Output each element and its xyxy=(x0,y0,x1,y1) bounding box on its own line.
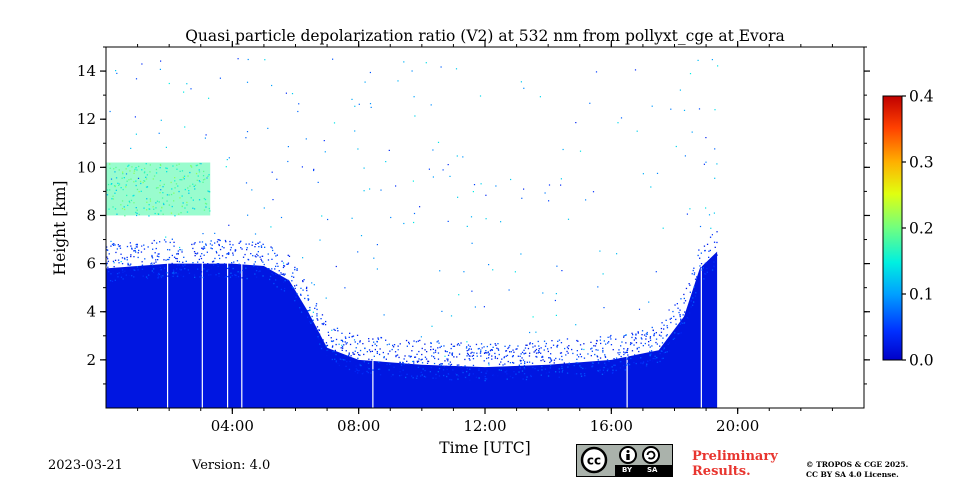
by-label: BY xyxy=(622,466,633,474)
cc-license-badge: cc BY SA xyxy=(576,444,673,477)
colorbar-tick-label: 0.4 xyxy=(909,88,934,106)
colorbar-tick-label: 0.3 xyxy=(909,154,934,172)
noise-speckle xyxy=(106,58,719,382)
colorbar-tick-label: 0.1 xyxy=(909,286,934,304)
colorbar-tick-label: 0.2 xyxy=(909,220,934,238)
aerosol-layer xyxy=(106,251,718,408)
x-tick-label: 12:00 xyxy=(463,417,506,435)
colorbar xyxy=(882,95,903,361)
y-tick-label: 14 xyxy=(77,62,96,80)
x-axis-label: Time [UTC] xyxy=(439,439,530,457)
x-tick-label: 20:00 xyxy=(716,417,759,435)
profile-gaps xyxy=(166,239,702,408)
y-tick-label: 2 xyxy=(86,351,96,369)
y-axis-label: Height [km] xyxy=(51,181,69,276)
preliminary-line-1: Preliminary xyxy=(692,449,778,464)
copyright-line-1: © TROPOS & CGE 2025. xyxy=(806,460,909,469)
x-axis: 04:00 08:00 12:00 16:00 20:00 xyxy=(137,41,833,435)
cc-logo-text: cc xyxy=(587,454,601,468)
preliminary-line-2: Results. xyxy=(692,464,751,479)
sa-label: SA xyxy=(647,466,658,474)
version-label: Version: 4.0 xyxy=(192,458,271,473)
cc-logo-icon: cc xyxy=(580,446,660,474)
x-tick-label: 04:00 xyxy=(211,417,254,435)
chart-title: Quasi particle depolarization ratio (V2)… xyxy=(185,27,785,45)
y-axis: 2 4 6 8 10 12 14 xyxy=(77,46,870,385)
x-tick-label: 08:00 xyxy=(337,417,380,435)
colorbar-ticks: 0.0 0.1 0.2 0.3 0.4 xyxy=(902,88,934,370)
x-tick-label: 16:00 xyxy=(590,417,633,435)
y-tick-label: 10 xyxy=(77,158,96,176)
y-tick-label: 4 xyxy=(86,303,96,321)
y-tick-label: 12 xyxy=(77,110,96,128)
colorbar-tick-label: 0.0 xyxy=(909,352,934,370)
copyright-notice: © TROPOS & CGE 2025. CC BY SA 4.0 Licens… xyxy=(806,460,908,480)
plot-area xyxy=(106,58,719,408)
date-label: 2023-03-21 xyxy=(48,458,123,473)
y-tick-label: 8 xyxy=(86,206,96,224)
cc-terms-band: BY SA xyxy=(615,465,672,476)
copyright-line-2: CC BY SA 4.0 License. xyxy=(806,470,899,479)
preliminary-notice: Preliminary Results. xyxy=(692,449,778,479)
y-tick-label: 6 xyxy=(86,255,96,273)
